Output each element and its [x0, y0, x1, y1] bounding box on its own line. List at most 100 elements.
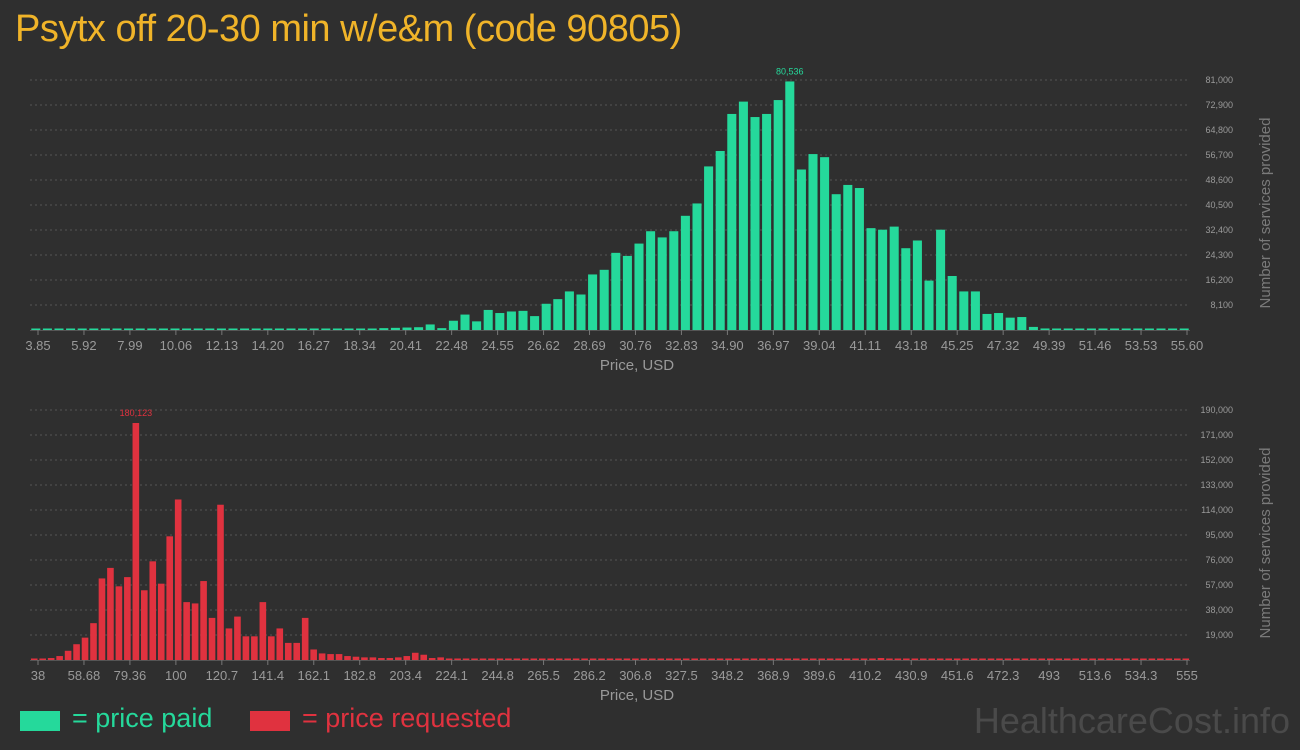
requested-bar — [1004, 658, 1012, 660]
requested-x-tick-label: 100 — [165, 668, 187, 683]
paid-bar — [738, 101, 748, 330]
paid-bar — [1005, 317, 1015, 330]
requested-x-tick-label: 493 — [1038, 668, 1060, 683]
requested-bar — [970, 658, 978, 660]
requested-bar — [234, 616, 241, 660]
requested-x-axis-label: Price, USD — [600, 687, 674, 704]
requested-x-tick-label: 348.2 — [711, 668, 744, 683]
requested-y-tick-label: 114,000 — [1201, 505, 1233, 515]
requested-bar — [860, 658, 868, 660]
requested-bar — [1165, 658, 1173, 660]
paid-bar — [936, 229, 946, 330]
legend-requested-swatch — [250, 711, 290, 731]
paid-x-tick-label: 51.46 — [1079, 338, 1112, 353]
paid-x-tick-label: 47.32 — [987, 338, 1020, 353]
requested-bar — [962, 658, 969, 660]
paid-bar — [1121, 328, 1131, 330]
paid-bar — [518, 310, 528, 330]
requested-x-tick-label: 182.8 — [343, 668, 376, 683]
requested-bar — [242, 636, 250, 660]
paid-x-tick-label: 53.53 — [1125, 338, 1158, 353]
requested-bar — [1106, 658, 1113, 660]
requested-bar — [742, 658, 749, 660]
requested-bar — [107, 567, 114, 660]
requested-bar — [327, 654, 334, 660]
paid-bar — [808, 154, 818, 330]
paid-bar — [530, 316, 540, 330]
paid-bar — [599, 269, 609, 330]
paid-x-tick-label: 41.11 — [849, 338, 881, 353]
paid-bar — [704, 166, 714, 330]
requested-x-tick-label: 534.3 — [1125, 668, 1158, 683]
paid-bar — [611, 252, 621, 330]
paid-bar — [448, 320, 458, 330]
paid-bar — [251, 328, 261, 330]
paid-x-tick-label: 7.99 — [117, 338, 142, 353]
requested-bar — [1148, 658, 1156, 660]
requested-bar — [183, 602, 190, 660]
requested-bar — [64, 650, 72, 660]
requested-bar — [1123, 658, 1130, 660]
paid-x-tick-label: 43.18 — [895, 338, 928, 353]
requested-bar — [1030, 658, 1037, 660]
requested-bar — [886, 658, 893, 660]
paid-x-tick-label: 18.34 — [343, 338, 376, 353]
paid-y-tick-label: 32,400 — [1205, 225, 1233, 235]
requested-bar — [919, 658, 927, 660]
requested-bar — [665, 658, 673, 660]
requested-bar — [259, 602, 267, 660]
requested-bar — [589, 658, 597, 660]
requested-bar — [1072, 658, 1079, 660]
requested-bar — [894, 658, 902, 660]
paid-bar — [356, 328, 366, 330]
requested-bar — [928, 658, 936, 660]
paid-bar — [715, 150, 725, 330]
requested-bar — [276, 628, 284, 660]
requested-bar — [437, 657, 444, 660]
paid-bar — [1098, 328, 1108, 330]
requested-bar — [843, 658, 851, 660]
paid-bar — [309, 328, 319, 330]
paid-x-tick-label: 55.60 — [1171, 338, 1204, 353]
requested-y-tick-label: 38,000 — [1205, 605, 1233, 615]
requested-bar — [251, 636, 258, 660]
paid-y-tick-label: 40,500 — [1205, 200, 1233, 210]
paid-bar — [1040, 328, 1050, 330]
paid-bar — [390, 327, 400, 330]
paid-bar — [924, 280, 934, 330]
requested-bar — [505, 658, 512, 660]
requested-y-axis-label: Number of services provided — [1257, 448, 1274, 639]
requested-x-tick-label: 58.68 — [68, 668, 101, 683]
requested-bar — [1080, 658, 1088, 660]
requested-x-tick-label: 306.8 — [619, 668, 652, 683]
requested-bar — [157, 583, 165, 660]
requested-bar — [403, 656, 411, 660]
requested-bar — [564, 658, 571, 660]
paid-bar — [1028, 326, 1038, 330]
requested-bar — [471, 658, 478, 660]
requested-bar — [691, 658, 698, 660]
requested-bar — [1063, 658, 1071, 660]
requested-x-tick-label: 79.36 — [114, 668, 147, 683]
paid-x-tick-label: 30.76 — [619, 338, 652, 353]
requested-bar — [488, 658, 495, 660]
requested-y-tick-label: 152,000 — [1200, 455, 1233, 465]
paid-x-tick-label: 28.69 — [573, 338, 606, 353]
paid-bar — [193, 328, 203, 330]
requested-bar — [640, 658, 648, 660]
requested-bar — [217, 504, 224, 660]
paid-bar — [646, 231, 656, 330]
requested-bar — [623, 658, 631, 660]
paid-bar — [959, 291, 969, 330]
requested-bar — [649, 658, 656, 660]
paid-bar — [588, 274, 598, 330]
page-title: Psytx off 20-30 min w/e&m (code 90805) — [15, 8, 682, 50]
paid-bar — [495, 313, 505, 330]
paid-bar — [1075, 328, 1085, 330]
requested-bar — [149, 561, 157, 660]
paid-bar — [89, 328, 99, 330]
requested-bar — [911, 658, 919, 660]
requested-bar — [268, 636, 275, 660]
paid-x-tick-label: 10.06 — [160, 338, 193, 353]
paid-bar — [263, 328, 273, 330]
